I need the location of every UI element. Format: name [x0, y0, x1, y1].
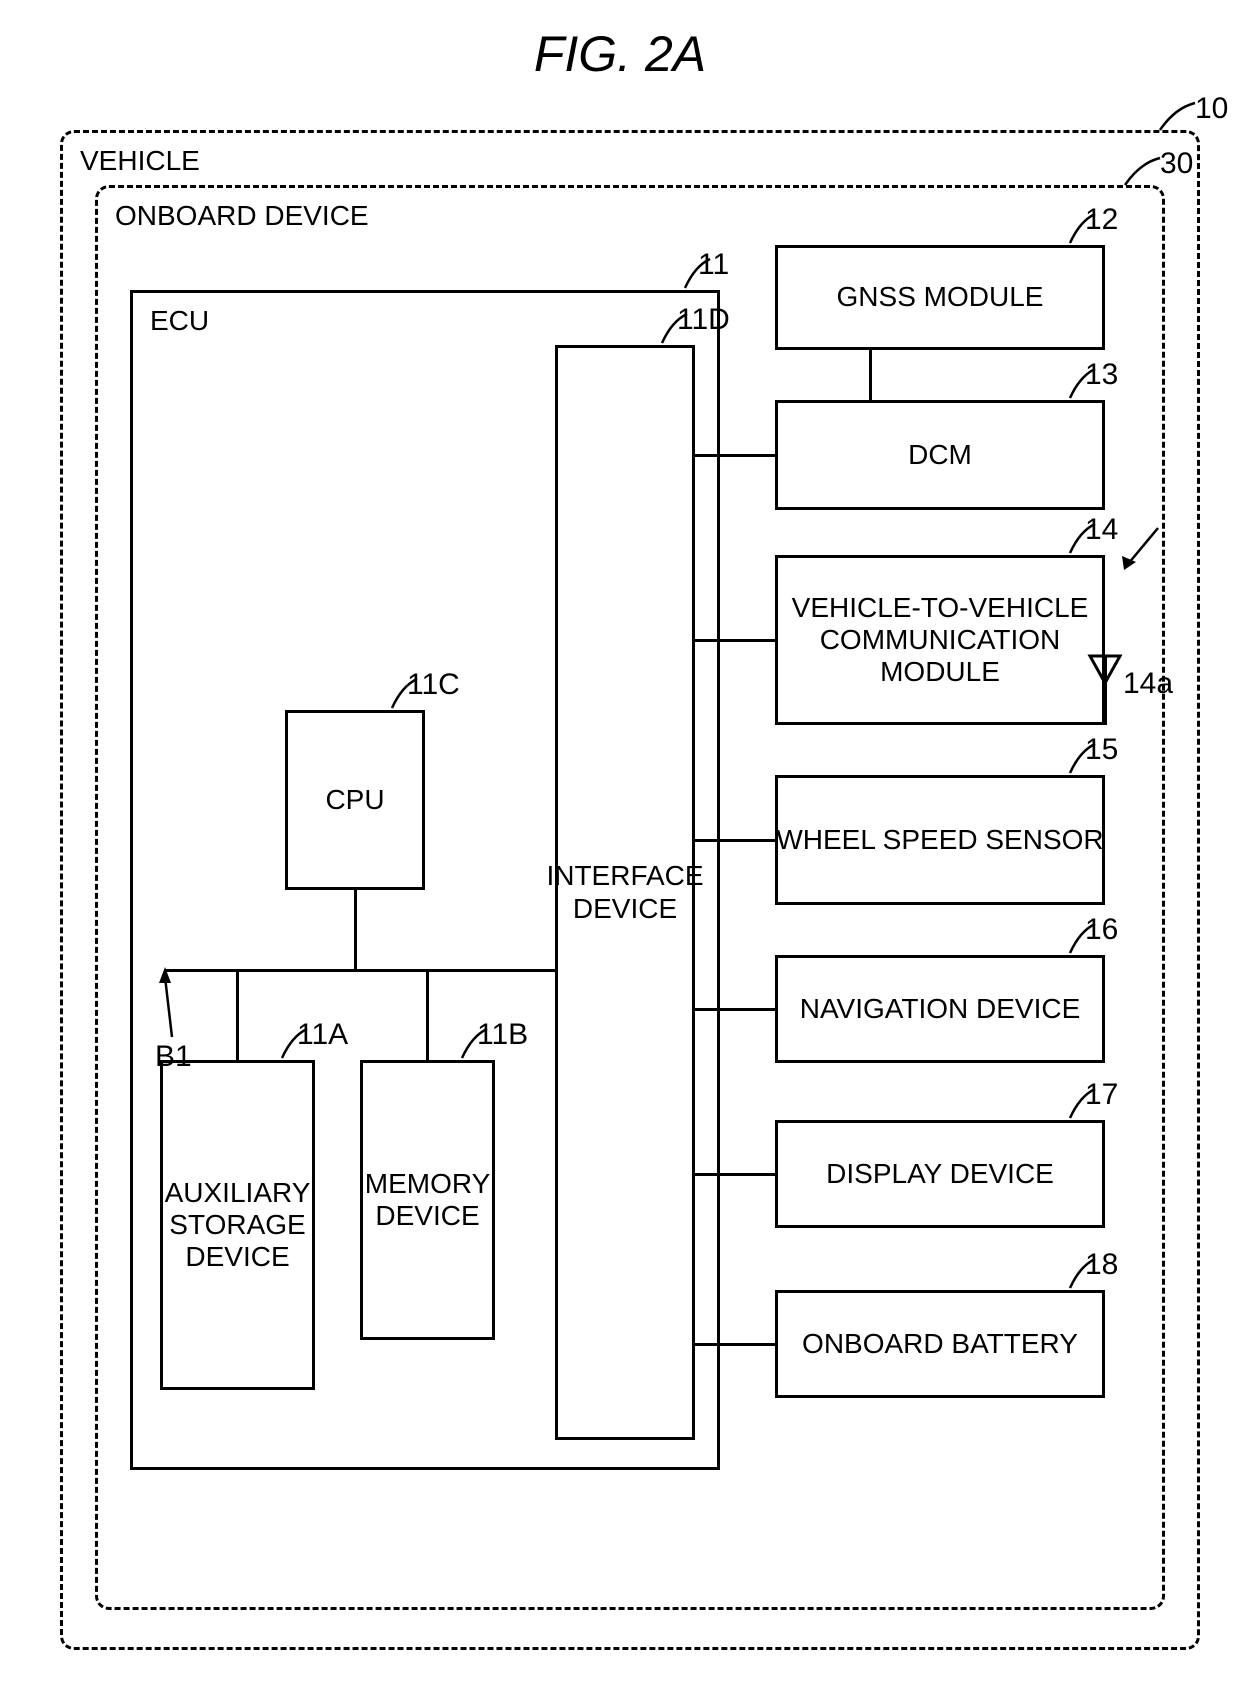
figure-title: FIG. 2A [0, 25, 1240, 83]
dcm-ref-leader [1065, 366, 1115, 406]
v2v-ref-arrow [1088, 520, 1178, 610]
nav-connection [695, 1008, 775, 1011]
gnss-ref-leader [1065, 211, 1115, 251]
onboard-device-label: ONBOARD DEVICE [115, 200, 369, 232]
battery-label: ONBOARD BATTERY [775, 1290, 1105, 1398]
cpu-label: CPU [285, 710, 425, 890]
ecu-label: ECU [150, 305, 209, 337]
vehicle-ref-leader [1155, 100, 1215, 140]
interface-device-ref-leader [657, 311, 707, 351]
wheel-label: WHEEL SPEED SENSOR [775, 775, 1105, 905]
nav-label: NAVIGATION DEVICE [775, 955, 1105, 1063]
memory-ref-leader [457, 1026, 507, 1066]
v2v-label: VEHICLE-TO-VEHICLE COMMUNICATION MODULE [775, 555, 1105, 725]
memory-label: MEMORY DEVICE [360, 1060, 495, 1340]
dcm-connection [695, 454, 775, 457]
vehicle-label: VEHICLE [80, 145, 200, 177]
wheel-connection [695, 839, 775, 842]
display-label: DISPLAY DEVICE [775, 1120, 1105, 1228]
gnss-label: GNSS MODULE [775, 245, 1105, 350]
bus-ref-arrow [147, 965, 197, 1050]
wheel-ref-leader [1065, 741, 1115, 781]
display-connection [695, 1173, 775, 1176]
display-ref-leader [1065, 1086, 1115, 1126]
ecu-bus-line [165, 969, 555, 972]
figure-canvas: FIG. 2AVEHICLE10ONBOARD DEVICE30ECU11CPU… [0, 0, 1240, 1683]
battery-ref-leader [1065, 1256, 1115, 1296]
cpu-ref-leader [387, 676, 437, 716]
onboard-device-ref-leader [1120, 155, 1180, 195]
antenna-icon [1087, 653, 1123, 687]
dcm-label: DCM [775, 400, 1105, 510]
aux-storage-ref-leader [277, 1026, 327, 1066]
gnss-dcm-link [869, 350, 872, 400]
interface-device-label: INTERFACE DEVICE [555, 345, 695, 1440]
v2v-connection [695, 639, 775, 642]
nav-ref-leader [1065, 921, 1115, 961]
ecu-ref-leader [680, 256, 730, 296]
aux-storage-label: AUXILIARY STORAGE DEVICE [160, 1060, 315, 1390]
battery-connection [695, 1343, 775, 1346]
antenna-ref: 14a [1123, 667, 1173, 701]
